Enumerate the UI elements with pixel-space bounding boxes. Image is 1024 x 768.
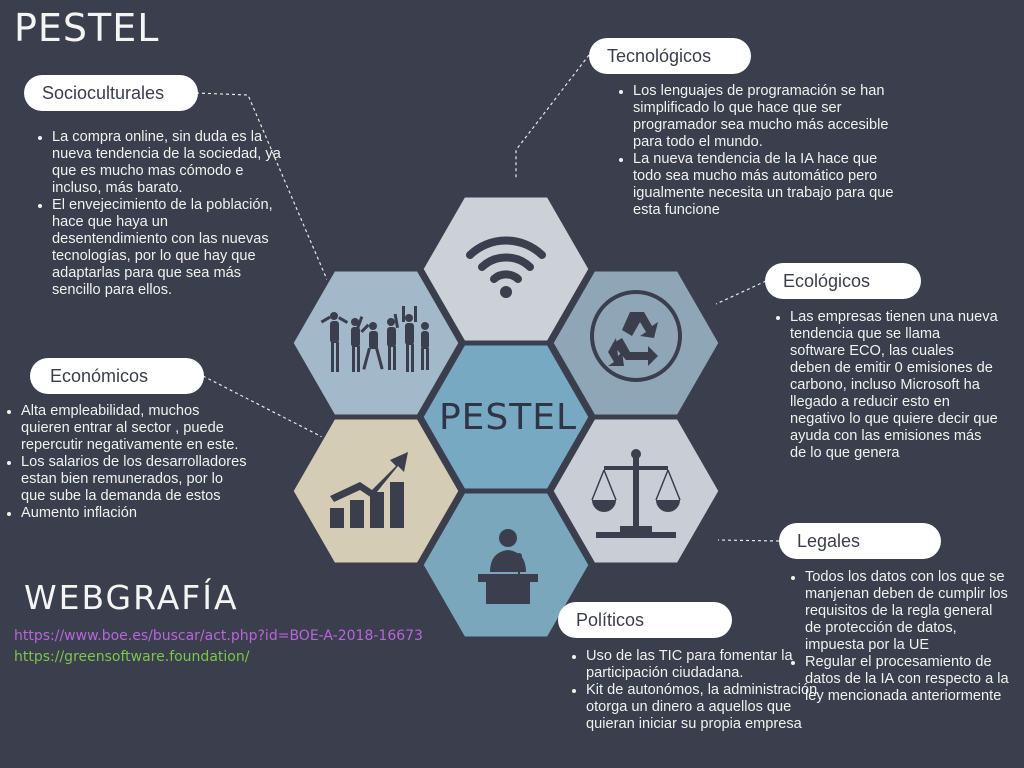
connector-socio — [195, 92, 329, 283]
page-title: PESTEL — [14, 6, 160, 50]
pol-item: Kit de autonómos, la administración otor… — [586, 682, 824, 733]
center-label: PESTEL — [439, 397, 577, 438]
tech-item: Los lenguajes de programación se han sim… — [633, 83, 905, 151]
connector-legal — [717, 539, 780, 542]
scales-icon — [591, 449, 681, 538]
list-ecologicos: Las empresas tienen una nueva tendencia … — [772, 309, 998, 462]
recycle-icon — [590, 290, 682, 382]
legal-item: Todos los datos con los que se manjenan … — [805, 569, 1011, 654]
list-tecnologicos: Los lenguajes de programación se han sim… — [615, 83, 905, 219]
hex-eco — [550, 268, 722, 418]
label-tecnologicos: Tecnológicos — [589, 38, 751, 74]
speaker-podium-icon — [478, 529, 538, 604]
label-economicos: Económicos — [30, 358, 204, 394]
label-politicos: Políticos — [558, 602, 732, 638]
webgrafia-heading: WEBGRAFÍA — [24, 578, 239, 617]
people-celebrating-icon — [320, 306, 429, 372]
webgrafia-link-boe[interactable]: https://www.boe.es/buscar/act.php?id=BOE… — [14, 628, 423, 644]
list-socioculturales: La compra online, sin duda es la nueva t… — [34, 129, 282, 299]
econ-item: Los salarios de los desarrolladores esta… — [21, 454, 251, 505]
econ-item: Alta empleabilidad, muchos quieren entra… — [21, 403, 251, 454]
hex-center — [420, 342, 592, 492]
growth-chart-icon — [330, 452, 408, 528]
webgrafia-link-greensoftware[interactable]: https://greensoftware.foundation/ — [14, 649, 250, 665]
list-economicos: Alta empleabilidad, muchos quieren entra… — [3, 403, 251, 522]
hex-tech — [420, 194, 592, 344]
eco-item: Las empresas tienen una nueva tendencia … — [790, 309, 998, 462]
list-politicos: Uso de las TIC para fomentar la particip… — [568, 648, 824, 733]
wifi-icon — [466, 236, 546, 298]
connector-tech — [515, 54, 590, 178]
label-ecologicos: Ecológicos — [765, 263, 921, 299]
econ-item: Aumento inflación — [21, 505, 251, 522]
label-socioculturales: Socioculturales — [24, 75, 198, 111]
socio-item: La compra online, sin duda es la nueva t… — [52, 129, 282, 197]
connector-eco — [715, 280, 767, 305]
pol-item: Uso de las TIC para fomentar la particip… — [586, 648, 824, 682]
label-legales: Legales — [779, 523, 941, 559]
socio-item: El envejecimiento de la población, hace … — [52, 197, 282, 299]
legal-item: Regular el procesamiento de datos de la … — [805, 654, 1011, 705]
list-legales: Todos los datos con los que se manjenan … — [787, 569, 1011, 705]
tech-item: La nueva tendencia de la IA hace que tod… — [633, 151, 905, 219]
